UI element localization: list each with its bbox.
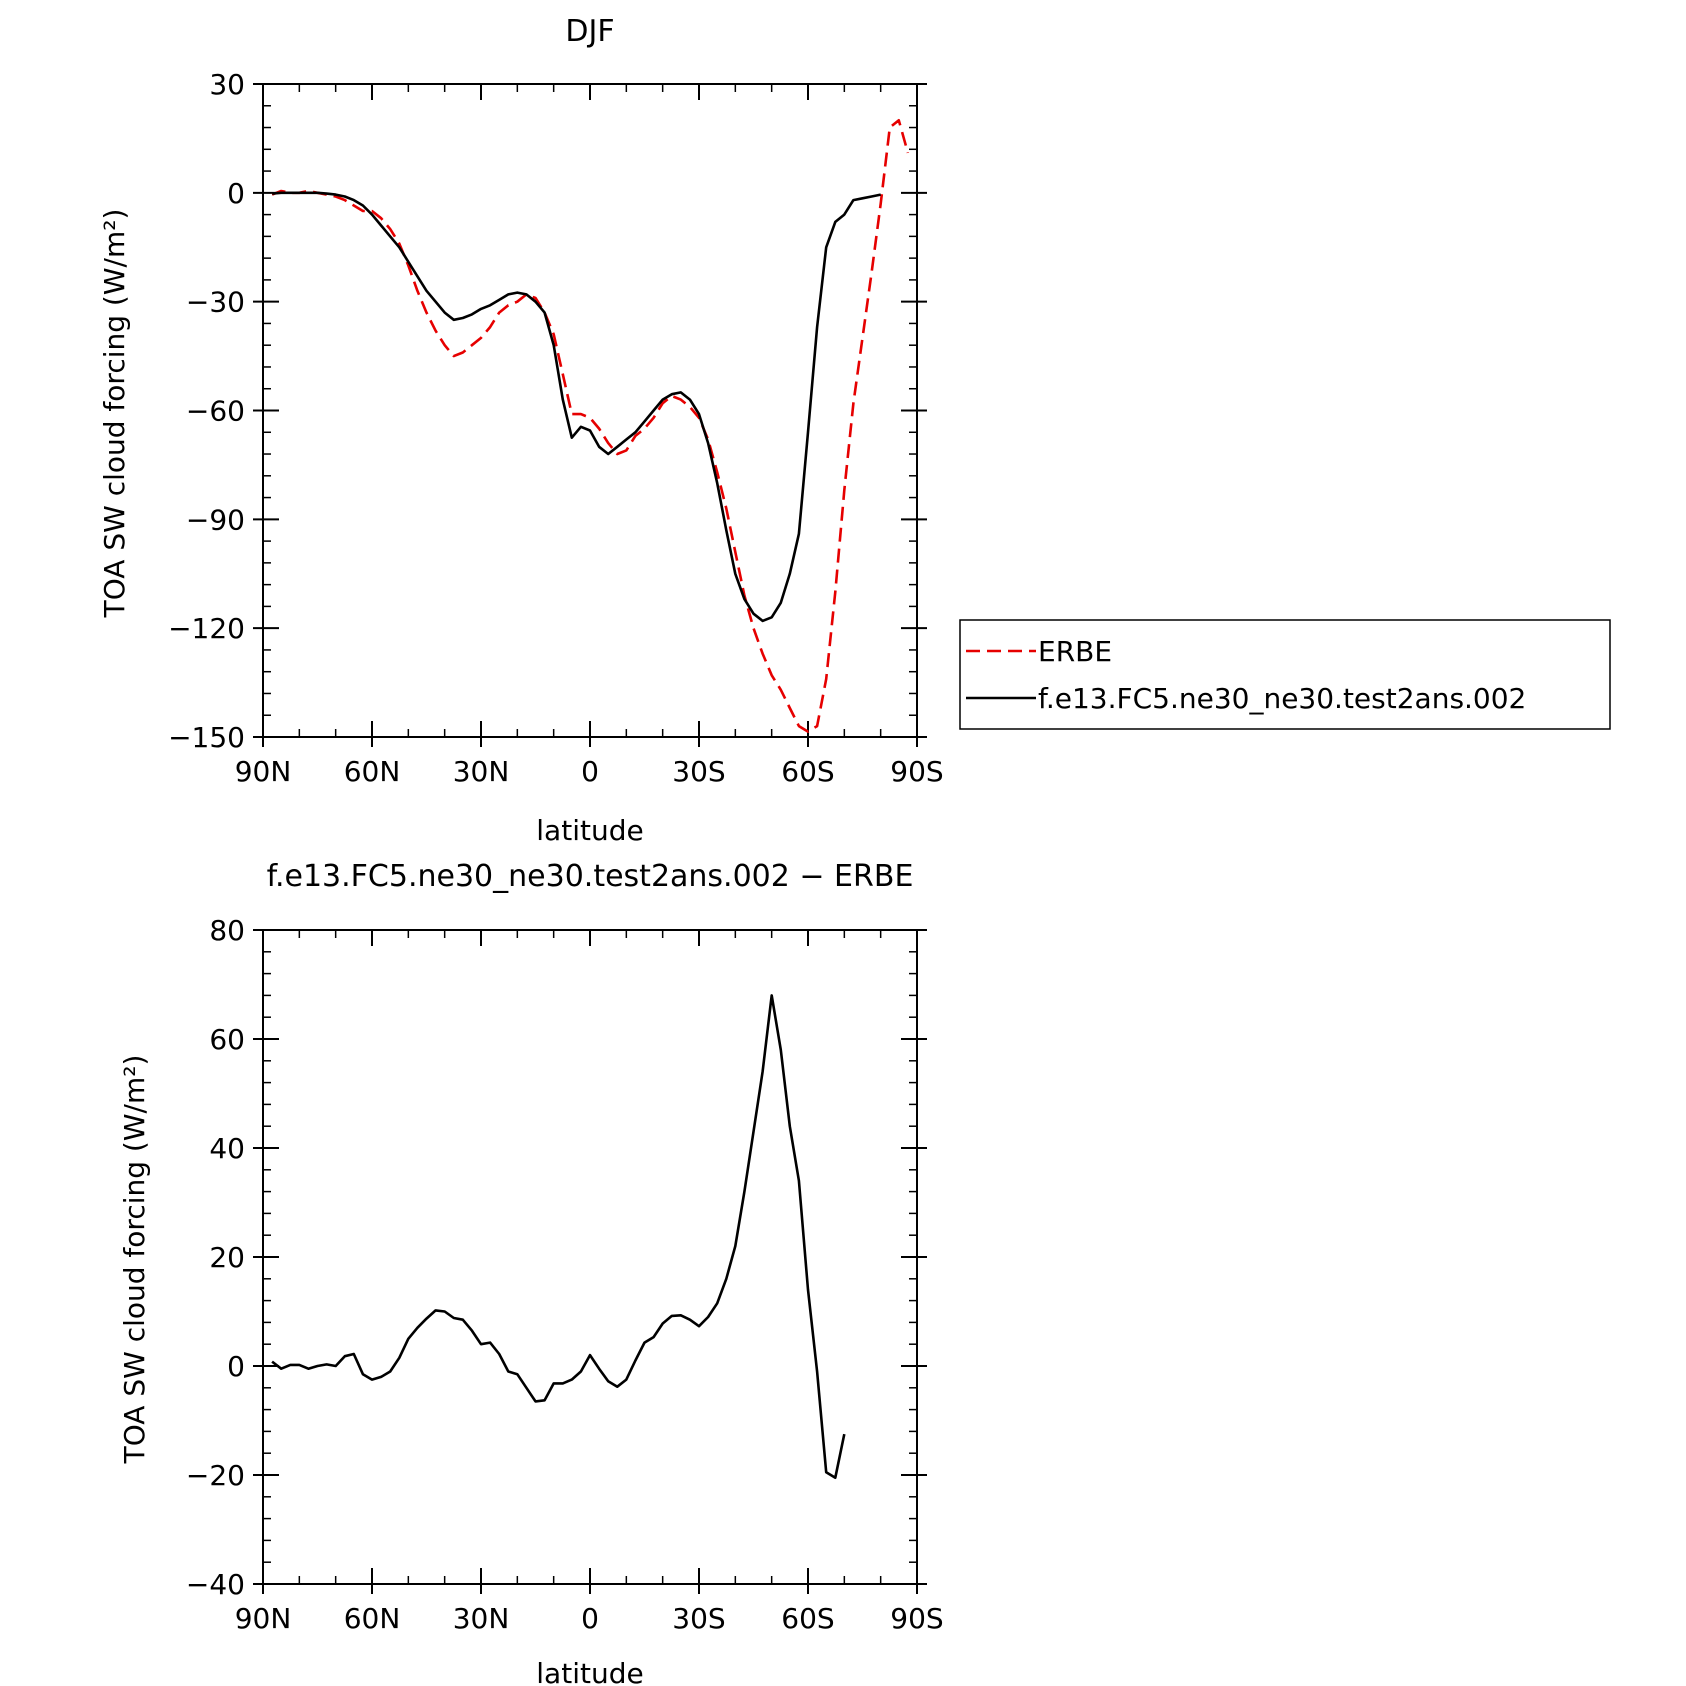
x-tick-label: 90S [890, 755, 943, 788]
x-tick-label: 0 [581, 755, 599, 788]
legend-erbe-label: ERBE [1038, 635, 1112, 668]
top-chart-series [271, 119, 910, 733]
x-tick-label: 90N [235, 755, 292, 788]
y-tick-label: −20 [186, 1459, 245, 1492]
top-chart-title: DJF [565, 14, 614, 49]
bottom-chart-ylabel: TOA SW cloud forcing (W/m²) [118, 1055, 151, 1465]
bottom-chart-xlabel: latitude [536, 1657, 643, 1686]
x-tick-label: 60N [344, 1602, 401, 1635]
x-tick-label: 30N [453, 1602, 510, 1635]
x-tick-label: 90N [235, 1602, 292, 1635]
bottom-chart-series [271, 994, 846, 1479]
x-tick-label: 30N [453, 755, 510, 788]
y-tick-label: −150 [168, 721, 245, 754]
difference-series-line [271, 994, 846, 1479]
legend-model-label: f.e13.FC5.ne30_ne30.test2ans.002 [1038, 682, 1526, 715]
x-tick-label: 30S [672, 755, 725, 788]
y-tick-label: 0 [227, 1350, 245, 1383]
x-tick-label: 60S [781, 755, 834, 788]
y-tick-label: −60 [186, 395, 245, 428]
x-tick-label: 30S [672, 1602, 725, 1635]
top-chart-xlabel: latitude [536, 814, 643, 847]
bottom-chart-frame [262, 929, 918, 1585]
bottom-chart-axes: 90N 60N 30N 0 30S 60S 90S 80 60 40 20 0 −20 −40 [186, 914, 944, 1635]
y-tick-label: 30 [209, 68, 245, 101]
y-tick-label: 40 [209, 1132, 245, 1165]
y-tick-label: −30 [186, 286, 245, 319]
x-tick-label: 60S [781, 1602, 834, 1635]
x-tick-label: 0 [581, 1602, 599, 1635]
erbe-series-line [271, 119, 910, 733]
y-tick-label: 0 [227, 177, 245, 210]
legend: ERBE f.e13.FC5.ne30_ne30.test2ans.002 [959, 619, 1611, 730]
y-tick-label: −120 [168, 612, 245, 645]
model-series-line [271, 191, 881, 623]
top-panel: DJF latitude TOA SW cloud forcing (W/m²)… [98, 14, 1611, 847]
x-tick-label: 90S [890, 1602, 943, 1635]
y-tick-label: 20 [209, 1241, 245, 1274]
y-tick-label: 80 [209, 914, 245, 947]
legend-box [959, 619, 1611, 730]
top-chart-frame [262, 83, 918, 738]
y-tick-label: 60 [209, 1023, 245, 1056]
top-chart-axes: 90N 60N 30N 0 30S 60S 90S 30 0 −30 −60 −90 −120 −150 [168, 68, 944, 788]
y-tick-label: −40 [186, 1568, 245, 1601]
x-tick-label: 60N [344, 755, 401, 788]
bottom-chart-title: f.e13.FC5.ne30_ne30.test2ans.002 − ERBE [267, 859, 914, 894]
y-tick-label: −90 [186, 503, 245, 536]
bottom-panel: f.e13.FC5.ne30_ne30.test2ans.002 − ERBE … [118, 859, 944, 1686]
top-chart-ylabel: TOA SW cloud forcing (W/m²) [98, 209, 131, 619]
